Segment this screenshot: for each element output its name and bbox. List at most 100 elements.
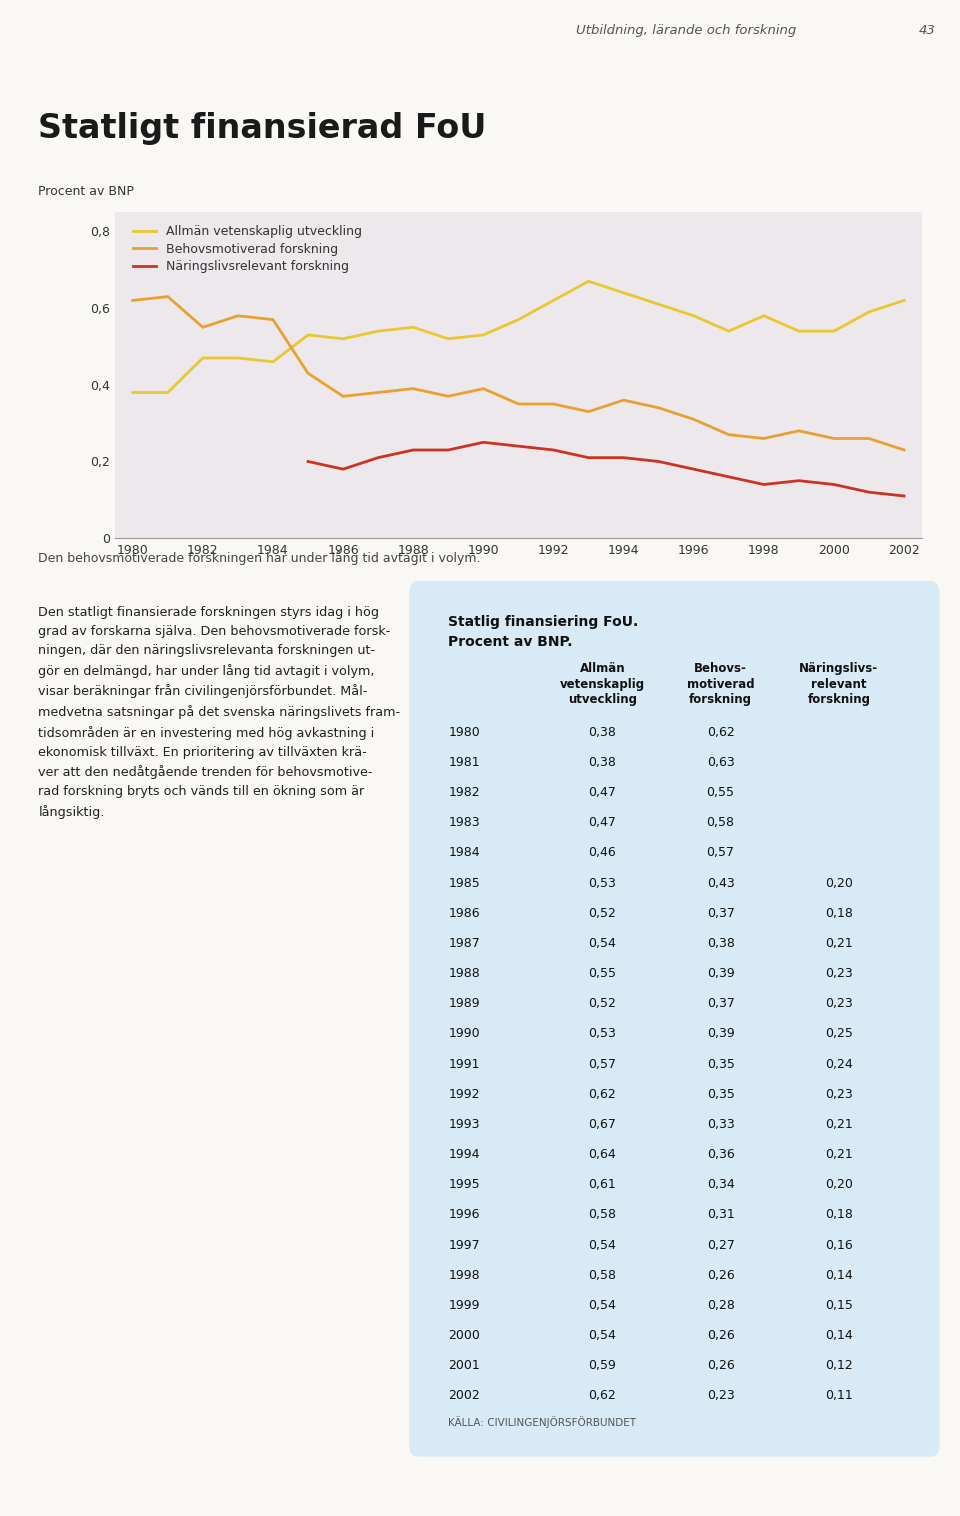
Text: 0,59: 0,59 <box>588 1360 616 1372</box>
Text: 1998: 1998 <box>448 1269 480 1281</box>
Text: 0,18: 0,18 <box>825 1208 852 1222</box>
Text: 1999: 1999 <box>448 1299 480 1311</box>
Text: Behovs-
motiverad
forskning: Behovs- motiverad forskning <box>686 662 755 706</box>
Text: 0,62: 0,62 <box>707 726 734 738</box>
Text: 0,27: 0,27 <box>707 1239 734 1252</box>
Text: 0,23: 0,23 <box>825 967 852 981</box>
Text: 0,39: 0,39 <box>707 967 734 981</box>
Text: 0,18: 0,18 <box>825 907 852 920</box>
Text: Statligt finansierad FoU: Statligt finansierad FoU <box>38 112 487 146</box>
Text: 0,54: 0,54 <box>588 1239 616 1252</box>
Text: 0,35: 0,35 <box>707 1088 734 1101</box>
Text: 0,63: 0,63 <box>707 756 734 769</box>
Text: 0,11: 0,11 <box>825 1389 852 1402</box>
Text: 0,25: 0,25 <box>825 1028 852 1040</box>
Text: 1993: 1993 <box>448 1117 480 1131</box>
Text: 0,20: 0,20 <box>825 1178 852 1192</box>
Text: 2000: 2000 <box>448 1330 480 1342</box>
Text: 0,38: 0,38 <box>588 756 616 769</box>
Text: 0,23: 0,23 <box>707 1389 734 1402</box>
Text: 0,26: 0,26 <box>707 1330 734 1342</box>
Text: 0,23: 0,23 <box>825 998 852 1010</box>
Text: 0,14: 0,14 <box>825 1269 852 1281</box>
Text: 0,38: 0,38 <box>588 726 616 738</box>
Text: 0,37: 0,37 <box>707 998 734 1010</box>
Text: 0,21: 0,21 <box>825 1148 852 1161</box>
Text: 1989: 1989 <box>448 998 480 1010</box>
Text: 1986: 1986 <box>448 907 480 920</box>
Text: 1988: 1988 <box>448 967 480 981</box>
Text: 0,15: 0,15 <box>825 1299 852 1311</box>
Text: 1997: 1997 <box>448 1239 480 1252</box>
Text: 0,58: 0,58 <box>588 1208 616 1222</box>
Text: 1996: 1996 <box>448 1208 480 1222</box>
Text: 0,67: 0,67 <box>588 1117 616 1131</box>
Text: 1990: 1990 <box>448 1028 480 1040</box>
Text: 0,12: 0,12 <box>825 1360 852 1372</box>
Legend: Allmän vetenskaplig utveckling, Behovsmotiverad forskning, Näringslivsrelevant f: Allmän vetenskaplig utveckling, Behovsmo… <box>130 221 366 277</box>
Text: 0,62: 0,62 <box>588 1088 616 1101</box>
Text: 1983: 1983 <box>448 816 480 829</box>
Text: 0,54: 0,54 <box>588 1299 616 1311</box>
Text: 0,21: 0,21 <box>825 937 852 951</box>
Text: 0,31: 0,31 <box>707 1208 734 1222</box>
Text: 1991: 1991 <box>448 1058 480 1070</box>
Text: 0,58: 0,58 <box>588 1269 616 1281</box>
Text: 2001: 2001 <box>448 1360 480 1372</box>
Text: 0,34: 0,34 <box>707 1178 734 1192</box>
Text: 0,26: 0,26 <box>707 1360 734 1372</box>
Text: 0,53: 0,53 <box>588 876 616 890</box>
Text: 0,28: 0,28 <box>707 1299 734 1311</box>
Text: 0,52: 0,52 <box>588 998 616 1010</box>
Text: 0,14: 0,14 <box>825 1330 852 1342</box>
Text: KÄLLA: CIVILINGENJÖRSFÖRBUNDET: KÄLLA: CIVILINGENJÖRSFÖRBUNDET <box>448 1416 636 1428</box>
Text: 0,47: 0,47 <box>588 816 616 829</box>
Text: 0,24: 0,24 <box>825 1058 852 1070</box>
Text: 0,43: 0,43 <box>707 876 734 890</box>
Text: 1980: 1980 <box>448 726 480 738</box>
Text: 0,35: 0,35 <box>707 1058 734 1070</box>
Text: 0,62: 0,62 <box>588 1389 616 1402</box>
Text: 0,33: 0,33 <box>707 1117 734 1131</box>
Text: 0,46: 0,46 <box>588 846 616 860</box>
FancyBboxPatch shape <box>410 582 939 1455</box>
Text: 0,54: 0,54 <box>588 1330 616 1342</box>
Text: 0,26: 0,26 <box>707 1269 734 1281</box>
Text: 0,55: 0,55 <box>707 787 734 799</box>
Text: 0,36: 0,36 <box>707 1148 734 1161</box>
Text: 0,57: 0,57 <box>588 1058 616 1070</box>
Text: 0,53: 0,53 <box>588 1028 616 1040</box>
Text: 0,52: 0,52 <box>588 907 616 920</box>
Text: Utbildning, lärande och forskning: Utbildning, lärande och forskning <box>576 24 796 38</box>
Text: 0,61: 0,61 <box>588 1178 616 1192</box>
Text: 2002: 2002 <box>448 1389 480 1402</box>
Text: 0,39: 0,39 <box>707 1028 734 1040</box>
Text: 0,47: 0,47 <box>588 787 616 799</box>
Text: 0,64: 0,64 <box>588 1148 616 1161</box>
Text: 0,20: 0,20 <box>825 876 852 890</box>
Text: Procent av BNP.: Procent av BNP. <box>448 635 573 649</box>
Text: 1985: 1985 <box>448 876 480 890</box>
Text: 0,54: 0,54 <box>588 937 616 951</box>
Text: Statlig finansiering FoU.: Statlig finansiering FoU. <box>448 615 638 629</box>
Text: Allmän
vetenskaplig
utveckling: Allmän vetenskaplig utveckling <box>560 662 645 706</box>
Text: 0,57: 0,57 <box>707 846 734 860</box>
Text: 0,16: 0,16 <box>825 1239 852 1252</box>
Text: 1995: 1995 <box>448 1178 480 1192</box>
Text: 0,38: 0,38 <box>707 937 734 951</box>
Text: 0,58: 0,58 <box>707 816 734 829</box>
Text: 43: 43 <box>920 24 936 38</box>
Text: Den behovsmotiverade forskningen har under lång tid avtagit i volym.: Den behovsmotiverade forskningen har und… <box>38 552 481 565</box>
Text: 1992: 1992 <box>448 1088 480 1101</box>
Text: Näringslivs-
relevant
forskning: Näringslivs- relevant forskning <box>799 662 878 706</box>
Text: 0,55: 0,55 <box>588 967 616 981</box>
Text: 1984: 1984 <box>448 846 480 860</box>
Text: 1982: 1982 <box>448 787 480 799</box>
Text: 1994: 1994 <box>448 1148 480 1161</box>
Text: 0,21: 0,21 <box>825 1117 852 1131</box>
Text: 1987: 1987 <box>448 937 480 951</box>
Text: 0,37: 0,37 <box>707 907 734 920</box>
Text: 0,23: 0,23 <box>825 1088 852 1101</box>
Text: Den statligt finansierade forskningen styrs idag i hög
grad av forskarna själva.: Den statligt finansierade forskningen st… <box>38 606 400 819</box>
Text: 1981: 1981 <box>448 756 480 769</box>
